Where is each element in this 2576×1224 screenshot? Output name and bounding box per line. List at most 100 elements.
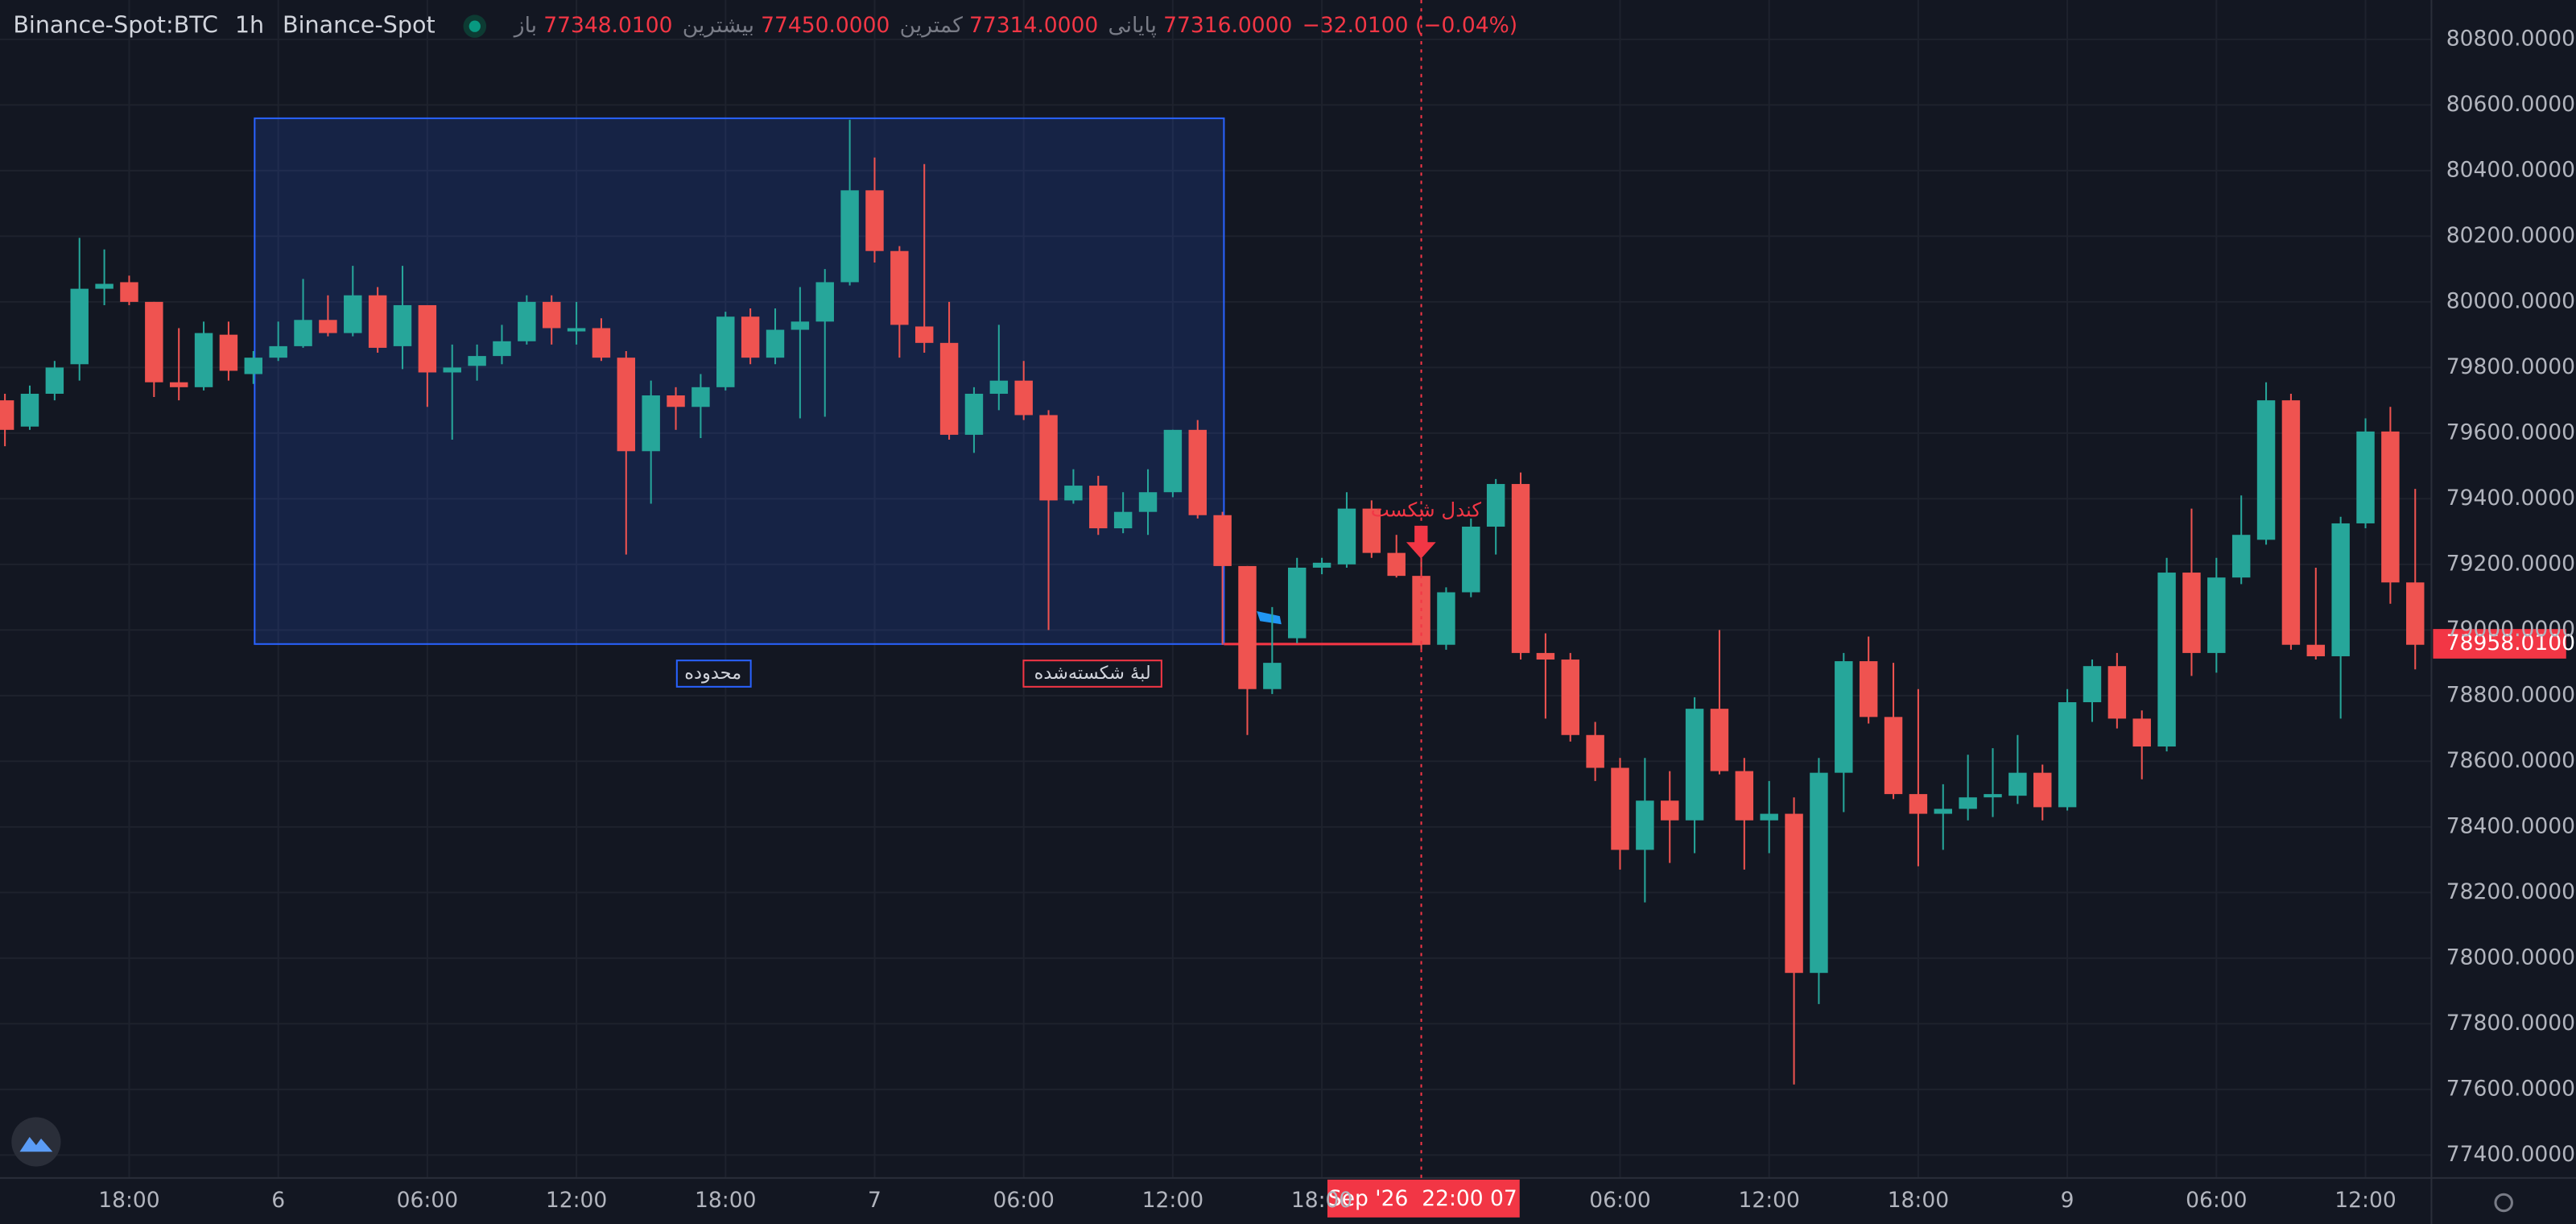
ohlc-label: کمترین [900,13,964,38]
candle-body [1934,808,1952,814]
x-tick-label: 18:00 [1291,1188,1352,1213]
x-tick-label: 7 [868,1188,881,1213]
candle-body [1785,813,1803,974]
ohlc-value: 77314.0000 [969,13,1098,38]
candle-body [1163,429,1183,493]
candle-body [667,395,685,407]
candle-body [1959,797,1977,809]
candle-body [120,282,138,302]
candle-body [2356,431,2375,523]
candle-body [939,342,959,435]
x-tick-label: 6 [271,1188,285,1213]
ohlc-label: بیشترین [683,13,754,38]
candle-body [989,380,1009,394]
y-tick-label: 78000.0000 [2446,945,2575,970]
candle-body [45,367,64,394]
candle-body [1113,511,1133,529]
x-tick-label: 18:00 [98,1188,159,1213]
candle-body [1661,800,1679,821]
candle-body [1735,771,1754,821]
candle-body [393,304,412,346]
candle-body [2381,431,2400,583]
candle-body [1437,592,1455,645]
candle-body [1586,734,1604,768]
candle-body [1909,794,1928,814]
candle-body [2132,718,2151,747]
candle-body [219,334,238,371]
candle-body [2331,523,2350,656]
edge-label: لبهٔ شکسته‌شده [1034,663,1151,684]
candle-body [1984,794,2002,798]
interval[interactable]: 1h [235,11,264,39]
candle-body [1014,380,1033,416]
candle-body [1636,800,1654,850]
last-price-box [2433,629,2566,659]
ohlc-label: باز [513,13,537,38]
time-axis [0,1177,2432,1224]
y-tick-label: 79600.0000 [2446,420,2575,445]
candle-body [890,250,909,325]
candle-body [1089,486,1108,529]
candle-body [443,367,461,373]
settings[interactable] [2494,1193,2513,1213]
candle-body [0,400,14,430]
candle-body [1462,527,1480,593]
candle-body [1760,813,1778,821]
y-tick-label: 79200.0000 [2446,551,2575,576]
range-label: محدوده [684,663,741,684]
ohlc-value: 77348.0100 [543,13,672,38]
y-tick-label: 78600.0000 [2446,748,2575,773]
edge-label-box [1022,660,1162,688]
candle-body [70,288,89,365]
candle-body [1263,663,1282,689]
candle-body [1859,661,1878,717]
range-label-box [675,660,752,688]
candle-body [1238,565,1257,689]
candle-body [1884,717,1903,795]
x-tick-label: 06:00 [1589,1188,1650,1213]
candle-body [1288,567,1307,639]
candle-body [567,328,586,332]
candle-body [592,328,611,358]
y-tick-label: 80000.0000 [2446,288,2575,313]
price-axis [2431,0,2576,1224]
range-box[interactable] [254,117,1225,645]
candle-body [716,316,735,387]
candles [0,119,2425,1085]
candle-body [368,295,387,348]
ohlc-value: 77450.0000 [761,13,890,38]
candle-body [1710,709,1729,771]
candle-body [418,304,437,373]
y-tick-label: 80400.0000 [2446,157,2575,182]
candle-body [1213,515,1232,566]
candle-body [1039,415,1058,501]
candle-body [1511,484,1530,653]
candle-body [691,387,710,407]
candle-body [1387,552,1406,577]
candle-body [2207,577,2226,653]
candle-body [542,301,561,329]
logo[interactable] [11,1117,61,1167]
candle-body [2281,400,2301,645]
candle-body [1685,709,1704,821]
candle-body [169,382,188,387]
x-tick-label: 9 [2061,1188,2074,1213]
y-tick-label: 79000.0000 [2446,617,2575,642]
candle-body [2406,582,2425,645]
exchange: Binance-Spot [283,11,436,39]
y-tick-label: 77400.0000 [2446,1142,2575,1167]
candle-body [1064,486,1083,501]
y-tick-label: 80800.0000 [2446,26,2575,51]
candle-body [319,320,337,333]
candle-body [1486,484,1505,527]
x-tick-label: 18:00 [695,1188,756,1213]
y-tick-label: 78400.0000 [2446,813,2575,838]
candle-body [1362,508,1381,553]
symbol[interactable]: Binance-Spot:BTC [13,11,218,39]
candle-body [2231,535,2251,578]
candle-body [2083,666,2102,703]
candle-body [2033,772,2052,808]
y-tick-label: 77600.0000 [2446,1076,2575,1101]
candle-body [95,283,114,289]
candle-body [2157,573,2176,747]
